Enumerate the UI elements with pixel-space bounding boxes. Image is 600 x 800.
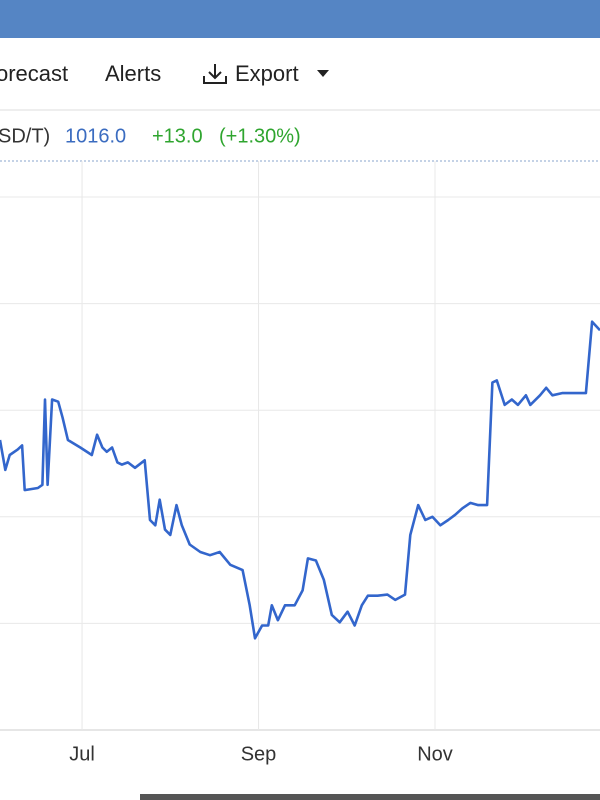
alerts-tab[interactable]: Alerts [105,61,161,86]
plot: JulSepNov20 [0,161,600,765]
toolbar [0,38,600,110]
price-line [0,320,600,640]
export-caret [317,70,329,77]
x-tick-label: Nov [417,743,453,765]
top-bar [0,0,600,38]
quote-price: 1016.0 [65,125,126,147]
x-tick-label: Jul [69,743,95,765]
scrollbar [140,794,600,800]
quote-change: +13.0 [152,125,203,147]
forecast-tab[interactable]: orecast [0,61,68,86]
download-tray [203,76,227,84]
export-icon[interactable] [203,64,227,84]
quote-symbol: SD/T) [0,125,50,147]
x-tick-label: Sep [241,743,277,765]
quote-change-pct: (+1.30%) [219,125,301,147]
download-arrow [208,64,222,80]
export-button[interactable]: Export [235,61,299,86]
